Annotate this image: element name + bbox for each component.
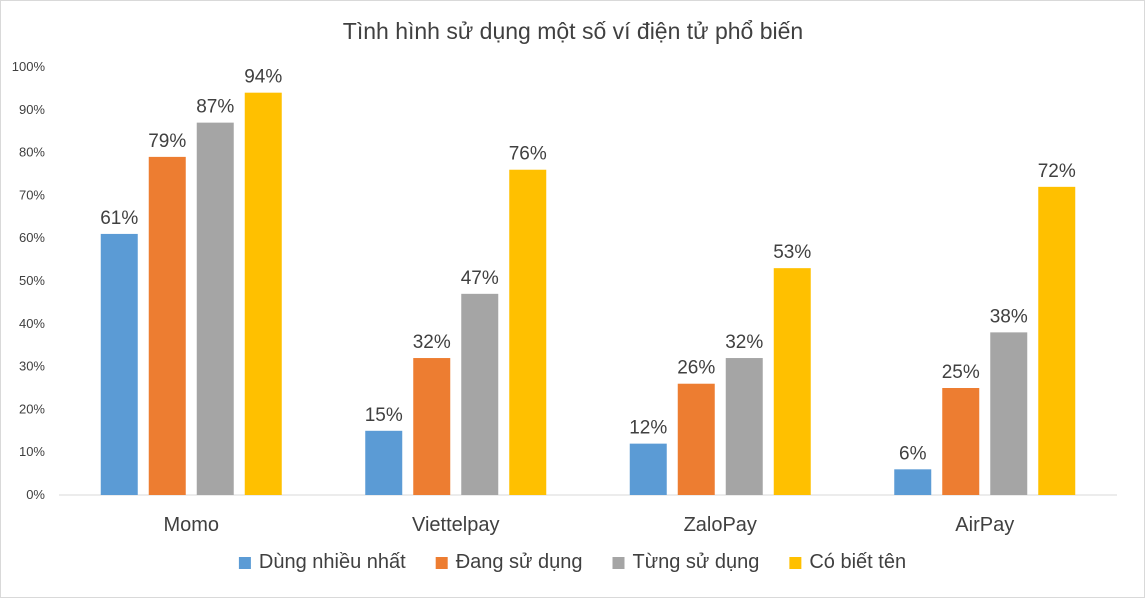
chart-title: Tình hình sử dụng một số ví điện tử phổ … bbox=[343, 18, 803, 44]
data-label: 87% bbox=[196, 97, 234, 118]
data-label: 25% bbox=[942, 362, 980, 383]
legend-label: Đang sử dụng bbox=[456, 551, 583, 573]
bar bbox=[942, 388, 980, 495]
data-label: 47% bbox=[461, 268, 499, 289]
bar bbox=[773, 268, 811, 495]
data-label: 61% bbox=[100, 208, 138, 229]
data-label: 32% bbox=[725, 332, 763, 353]
bar bbox=[509, 169, 547, 495]
data-label: 12% bbox=[629, 418, 667, 439]
bars-group bbox=[100, 92, 1076, 496]
data-label: 53% bbox=[773, 242, 811, 263]
y-tick-label: 50% bbox=[19, 273, 45, 288]
category-label: Momo bbox=[163, 514, 219, 536]
bar bbox=[725, 358, 763, 495]
legend-swatch bbox=[789, 557, 802, 569]
bar bbox=[1038, 186, 1076, 495]
category-label: Viettelpay bbox=[412, 514, 499, 536]
y-tick-label: 30% bbox=[19, 359, 45, 374]
y-tick-label: 100% bbox=[12, 59, 46, 74]
data-label: 72% bbox=[1038, 161, 1076, 182]
bar bbox=[629, 443, 667, 495]
legend-label: Có biết tên bbox=[809, 551, 906, 573]
legend-swatch bbox=[612, 557, 625, 569]
data-labels-group: 61% 79% 87% 94% 15% 32% 47% 76% 12% 26% 32% 53% 6% 25… bbox=[100, 67, 1076, 465]
data-label: 15% bbox=[365, 405, 403, 426]
data-label: 32% bbox=[413, 332, 451, 353]
bar bbox=[244, 92, 282, 496]
y-tick-label: 40% bbox=[19, 316, 45, 331]
category-label: AirPay bbox=[955, 514, 1014, 536]
category-labels-group: Momo Viettelpay ZaloPay AirPay bbox=[163, 514, 1014, 536]
bar bbox=[461, 293, 499, 495]
bar bbox=[196, 122, 234, 495]
legend-item: Đang sử dụng bbox=[435, 551, 583, 573]
bar bbox=[677, 383, 715, 495]
bar bbox=[365, 430, 403, 495]
data-label: 94% bbox=[244, 67, 282, 88]
legend: Dùng nhiều nhất Đang sử dụng Từng sử dụng C… bbox=[238, 551, 906, 573]
bar bbox=[413, 358, 451, 495]
y-tick-label: 90% bbox=[19, 102, 45, 117]
bar bbox=[148, 156, 186, 495]
legend-swatch bbox=[435, 557, 448, 569]
category-label: ZaloPay bbox=[684, 514, 757, 536]
legend-label: Dùng nhiều nhất bbox=[259, 551, 406, 573]
legend-item: Từng sử dụng bbox=[612, 551, 760, 573]
y-tick-label: 0% bbox=[26, 487, 45, 502]
legend-item: Có biết tên bbox=[789, 551, 906, 573]
data-label: 38% bbox=[990, 306, 1028, 327]
bar bbox=[894, 469, 932, 495]
y-tick-label: 60% bbox=[19, 230, 45, 245]
y-axis-ticks: 0% 10% 20% 30% 40% 50% 60% 70% 80% 90% 100% bbox=[12, 59, 46, 502]
y-tick-label: 10% bbox=[19, 444, 45, 459]
data-label: 6% bbox=[899, 443, 927, 464]
data-label: 26% bbox=[677, 358, 715, 379]
bar bbox=[100, 233, 138, 496]
y-tick-label: 70% bbox=[19, 187, 45, 202]
data-label: 76% bbox=[509, 144, 547, 165]
legend-swatch bbox=[238, 557, 251, 569]
y-tick-label: 20% bbox=[19, 401, 45, 416]
legend-item: Dùng nhiều nhất bbox=[238, 551, 406, 573]
data-label: 79% bbox=[148, 131, 186, 152]
bar bbox=[990, 332, 1028, 495]
legend-label: Từng sử dụng bbox=[633, 551, 760, 573]
y-tick-label: 80% bbox=[19, 145, 45, 160]
